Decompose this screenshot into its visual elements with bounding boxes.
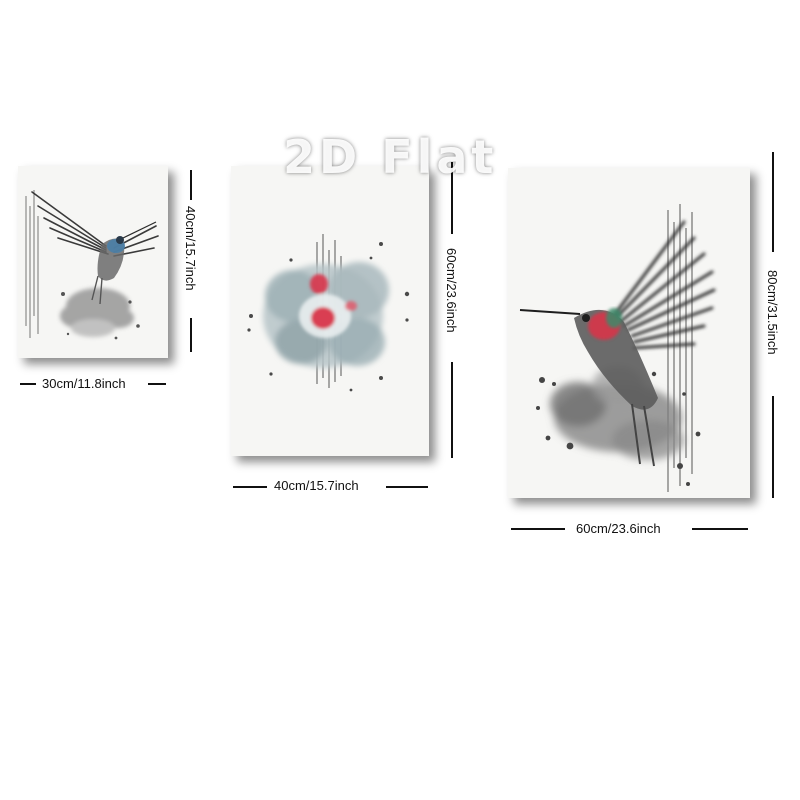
canvas-medium xyxy=(231,166,429,456)
hummingbird-artwork-large xyxy=(519,204,716,492)
height-line-small-lower xyxy=(190,318,192,352)
height-line-large-lower xyxy=(772,396,774,498)
height-line-small xyxy=(190,170,192,200)
width-line-medium-left xyxy=(233,486,267,488)
width-label-medium: 40cm/15.7inch xyxy=(274,478,359,493)
height-line-medium xyxy=(451,162,453,234)
width-line-large-right xyxy=(692,528,748,530)
width-line-small-right xyxy=(148,383,166,385)
height-line-large xyxy=(772,152,774,252)
hummingbird-artwork-small xyxy=(25,190,159,340)
height-label-medium: 60cm/23.6inch xyxy=(444,248,459,333)
width-line-medium-right xyxy=(386,486,428,488)
flower-artwork xyxy=(247,234,410,392)
height-label-small: 40cm/15.7inch xyxy=(183,206,198,291)
width-line-small-left xyxy=(20,383,36,385)
height-line-medium-lower xyxy=(451,362,453,458)
height-label-large: 80cm/31.5inch xyxy=(765,270,780,355)
canvas-large xyxy=(508,168,750,498)
width-label-large: 60cm/23.6inch xyxy=(576,521,661,536)
width-line-large-left xyxy=(511,528,565,530)
canvas-small xyxy=(18,166,168,358)
width-label-small: 30cm/11.8inch xyxy=(42,376,126,391)
